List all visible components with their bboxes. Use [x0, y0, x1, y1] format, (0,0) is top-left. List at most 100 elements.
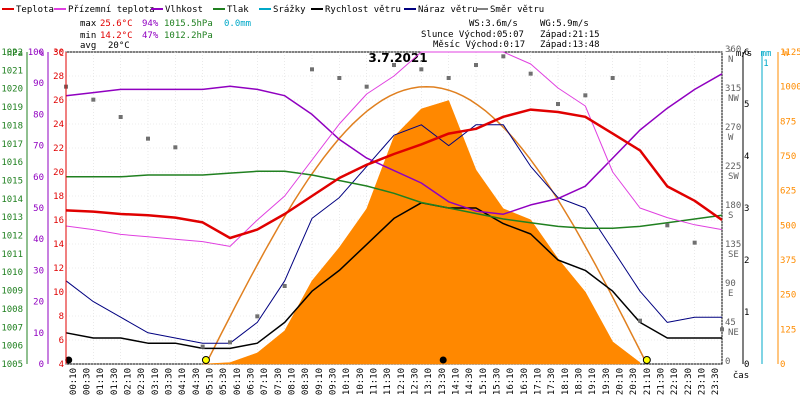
- x-tick: 07:30: [274, 368, 284, 395]
- ms-tick: 4: [744, 152, 749, 162]
- x-tick: 03:30: [165, 368, 175, 395]
- temp-tick: 16: [53, 216, 64, 226]
- moonset-marker: [439, 356, 447, 364]
- w-tick: 1000: [780, 83, 800, 93]
- legend-label-0: Teplota: [16, 5, 54, 15]
- moon-marker: [65, 356, 73, 364]
- x-tick: 14:30: [465, 368, 475, 395]
- dir-tick-name: NW: [728, 94, 739, 104]
- x-tick: 19:30: [602, 368, 612, 395]
- dir-tick-deg: 225: [725, 162, 741, 172]
- hpa-tick: 1015: [1, 176, 23, 186]
- x-tick: 03:10: [151, 368, 161, 395]
- dir-tick-deg: 360: [725, 45, 741, 55]
- x-tick: 18:10: [561, 368, 571, 395]
- x-unit: čas: [733, 370, 749, 381]
- wind-dir-point: [392, 63, 396, 67]
- x-tick: 18:30: [575, 368, 585, 395]
- info-sun-set: Západ:21:15: [540, 30, 600, 40]
- pct-tick: 30: [33, 266, 44, 276]
- x-tick: 22:30: [684, 368, 694, 395]
- series-wind-line: [65, 202, 722, 350]
- hpa-tick: 1017: [1, 140, 23, 150]
- pct-tick: 40: [33, 235, 44, 245]
- dir-tick-name: E: [728, 289, 733, 299]
- temp-tick: 8: [59, 312, 64, 322]
- x-tick: 01:10: [96, 368, 106, 395]
- legend: Teplota Přízemní teplota Vlhkost Tlak Srážky…: [2, 5, 544, 15]
- stat-max-press: 1015.5hPa: [164, 19, 213, 29]
- dir-tick-name: SE: [728, 250, 739, 260]
- w-tick: 625: [780, 187, 796, 197]
- pct-tick: 10: [33, 329, 44, 339]
- stat-max-temp: 25.6°C: [100, 19, 133, 29]
- dir-tick-deg: 180: [725, 201, 741, 211]
- x-tick: 22:10: [670, 368, 680, 395]
- w-tick: 500: [780, 221, 796, 231]
- hpa-tick: 1020: [1, 85, 23, 95]
- x-tick: 11:10: [370, 368, 380, 395]
- ms-tick: 1: [744, 308, 749, 318]
- hpa-tick: 1016: [1, 158, 23, 168]
- plot-area: [64, 51, 724, 365]
- x-tick: 17:30: [547, 368, 557, 395]
- sunrise-marker: [201, 356, 210, 364]
- dir-tick-deg: 45: [725, 318, 736, 328]
- temp-tick: 20: [53, 168, 64, 178]
- mm-unit: mm: [761, 49, 772, 59]
- w-unit: W: [783, 49, 789, 59]
- wind-sun-info: WS:3.6m/s WG:5.9m/s Slunce Východ:05:07 …: [421, 19, 600, 50]
- info-ws: WS:3.6m/s: [469, 19, 518, 29]
- wind-dir-point: [337, 76, 342, 80]
- x-tick: 04:30: [192, 368, 202, 395]
- legend-label-5: Rychlost větru: [325, 5, 401, 15]
- pct-tick: 70: [33, 142, 44, 152]
- hpa-tick: 1009: [1, 287, 23, 297]
- x-tick: 13:30: [438, 368, 448, 395]
- hpa-tick: 1008: [1, 305, 23, 315]
- wind-dir-point: [610, 76, 615, 80]
- wind-dir-point: [146, 136, 150, 141]
- pct-unit: %: [39, 49, 45, 59]
- deg-unit: °: [727, 49, 732, 59]
- x-tick: 20:30: [629, 368, 639, 395]
- legend-label-6: Náraz větru: [418, 5, 478, 15]
- x-tick: 21:10: [643, 368, 653, 395]
- wind-dir-point: [118, 115, 123, 119]
- x-tick: 07:10: [260, 368, 270, 395]
- x-tick: 05:30: [219, 368, 229, 395]
- temp-tick: 30: [53, 48, 64, 58]
- wind-dir-point: [200, 344, 205, 349]
- ms-tick: 3: [744, 204, 749, 214]
- temp-tick: 22: [53, 144, 64, 154]
- x-tick: 08:30: [301, 368, 311, 395]
- info-wg: WG:5.9m/s: [540, 19, 589, 29]
- w-tick: 250: [780, 291, 796, 301]
- ms-tick: 2: [744, 256, 749, 266]
- stat-max-hum: 94%: [142, 19, 159, 29]
- x-tick: 10:30: [356, 368, 366, 395]
- axes: hPa% °C1022102110201019101810171016101510…: [1, 45, 800, 395]
- info-moon-set: Západ:13:48: [540, 40, 600, 50]
- x-tick: 09:30: [329, 368, 339, 395]
- wind-dir-point: [282, 284, 287, 288]
- dir-tick-deg: 90: [725, 279, 736, 289]
- hpa-tick: 1019: [1, 103, 23, 113]
- stat-avg-label: avg: [80, 41, 96, 51]
- hpa-tick: 1006: [1, 342, 23, 352]
- hpa-tick: 1013: [1, 213, 23, 223]
- wind-dir-point: [665, 223, 670, 228]
- x-tick: 11:30: [383, 368, 393, 395]
- x-tick: 15:30: [493, 368, 503, 395]
- wind-dir-point: [419, 67, 424, 72]
- dir-tick-deg: 270: [725, 123, 741, 133]
- temp-tick: 6: [59, 336, 64, 346]
- dir-tick-deg: 0: [725, 357, 730, 367]
- hpa-tick: 1021: [1, 66, 23, 76]
- stat-max-rain: 0.0mm: [224, 19, 251, 29]
- stat-min-temp: 14.2°C: [100, 31, 133, 41]
- dir-tick-name: NE: [728, 328, 739, 338]
- pct-tick: 80: [33, 110, 44, 120]
- pct-tick: 60: [33, 173, 44, 183]
- mm-tick: 1: [763, 59, 768, 69]
